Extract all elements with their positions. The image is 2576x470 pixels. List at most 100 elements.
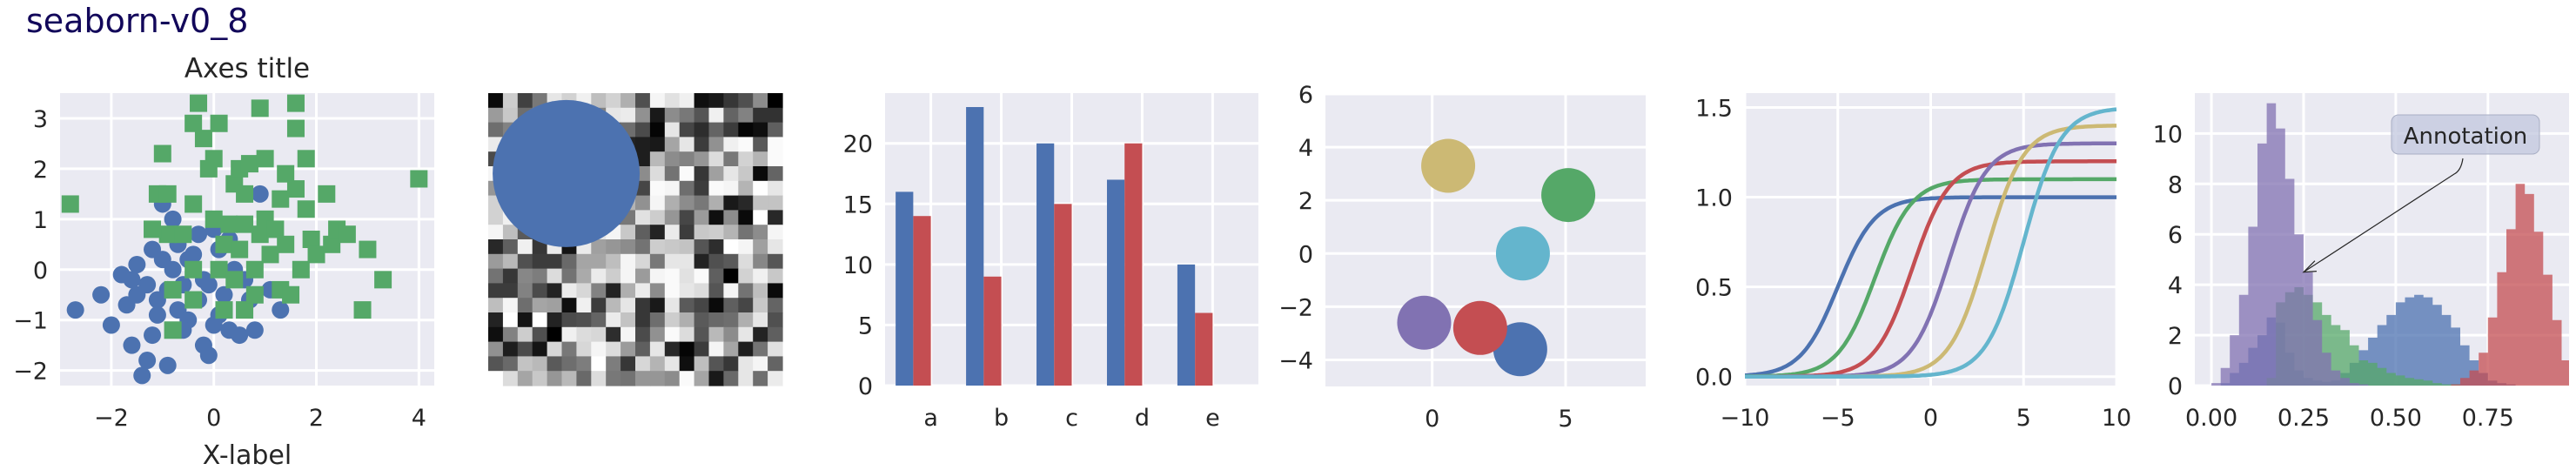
- colored-circle: [1495, 226, 1550, 281]
- image-pixel: [679, 268, 695, 284]
- image-pixel: [532, 268, 548, 284]
- scatter-point-circle: [148, 306, 166, 324]
- image-pixel: [738, 298, 754, 313]
- image-pixel: [649, 312, 666, 328]
- scatter-point-square: [307, 245, 325, 264]
- image-pixel: [502, 107, 519, 124]
- image-pixel: [532, 341, 548, 357]
- image-pixel: [768, 225, 783, 240]
- image-pixel: [723, 180, 739, 197]
- image-pixel: [664, 326, 681, 343]
- image-pixel: [591, 341, 607, 357]
- image-pixel: [576, 268, 592, 284]
- x-tick-label: 0: [1425, 406, 1439, 433]
- image-pixel: [576, 341, 592, 357]
- image-pixel: [532, 298, 548, 313]
- image-pixel: [708, 225, 724, 240]
- histogram-red: [2211, 184, 2569, 386]
- image-pixel: [738, 268, 754, 284]
- image-pixel: [708, 195, 724, 211]
- y-tick-label: 0: [858, 373, 873, 400]
- image-pixel: [723, 225, 739, 240]
- image-pixel: [664, 225, 681, 240]
- image-pixel: [649, 151, 666, 167]
- image-pixel: [576, 253, 592, 270]
- image-pixel: [591, 283, 607, 299]
- x-tick-label: 0: [206, 405, 221, 432]
- image-pixel: [606, 298, 621, 313]
- scatter-point-square: [359, 240, 377, 258]
- y-tick-label: 3: [33, 106, 48, 133]
- image-pixel: [621, 268, 636, 284]
- image-pixel: [679, 298, 695, 313]
- scatter-point-square: [184, 195, 203, 213]
- image-pixel: [738, 166, 754, 182]
- image-pixel: [488, 283, 504, 299]
- image-pixel: [488, 341, 504, 357]
- image-pixel: [723, 312, 739, 328]
- x-tick-label: e: [1205, 405, 1220, 432]
- image-pixel: [649, 371, 666, 386]
- scatter-point-square: [302, 231, 320, 248]
- annotation-text: Annotation: [2404, 124, 2528, 150]
- scatter-point-square: [353, 301, 372, 319]
- image-pixel: [649, 326, 666, 343]
- scatter-point-square: [158, 225, 177, 244]
- image-pixel: [723, 93, 739, 109]
- image-pixel: [649, 298, 666, 313]
- scatter-point-circle: [245, 321, 264, 339]
- x-tick-label: 0.50: [2370, 405, 2422, 432]
- scatter-point-square: [220, 215, 238, 233]
- image-pixel: [708, 93, 724, 109]
- image-pixel: [708, 283, 724, 299]
- scatter-point-square: [286, 94, 305, 112]
- image-pixel: [679, 180, 695, 197]
- image-pixel: [488, 253, 504, 270]
- image-pixel: [708, 253, 724, 270]
- image-pixel: [738, 93, 754, 109]
- scatter-point-square: [164, 280, 182, 299]
- scatter-point-circle: [184, 245, 203, 264]
- scatter-point-square: [144, 220, 162, 238]
- image-pixel: [488, 326, 504, 343]
- image-pixel: [606, 239, 621, 255]
- colored-circle: [1421, 138, 1476, 193]
- image-pixel: [708, 151, 724, 167]
- scatter-point-square: [174, 225, 192, 244]
- image-pixel: [576, 326, 592, 343]
- image-pixel: [664, 356, 681, 372]
- image-pixel: [753, 268, 768, 284]
- image-pixel: [488, 122, 504, 138]
- image-pixel: [517, 356, 533, 372]
- image-pixel: [753, 253, 768, 270]
- scatter-point-circle: [190, 225, 208, 244]
- image-pixel: [679, 195, 695, 211]
- image-pixel: [753, 283, 768, 299]
- image-pixel: [532, 283, 548, 299]
- image-pixel: [621, 253, 636, 270]
- image-pixel: [561, 356, 577, 372]
- scatter-point-circle: [251, 185, 269, 203]
- scatter-point-square: [338, 225, 356, 244]
- axes-background: [60, 93, 434, 386]
- image-pixel: [547, 298, 563, 313]
- bar-series2: [913, 216, 931, 386]
- image-pixel: [621, 298, 636, 313]
- image-pixel: [664, 312, 681, 328]
- y-tick-label: 10: [843, 252, 873, 279]
- scatter-point-square: [215, 235, 233, 253]
- image-pixel: [621, 93, 636, 109]
- plot-area: [61, 94, 428, 385]
- image-pixel: [517, 312, 533, 328]
- scatter-point-square: [61, 195, 79, 213]
- image-pixel: [635, 210, 651, 225]
- image-pixel: [502, 93, 519, 109]
- bar-series2: [1054, 204, 1072, 386]
- image-pixel: [649, 239, 666, 255]
- image-pixel: [664, 283, 681, 299]
- image-pixel: [502, 225, 519, 240]
- y-tick-label: 1.0: [1695, 185, 1733, 212]
- plot-area: [1745, 107, 2116, 379]
- image-pixel: [753, 312, 768, 328]
